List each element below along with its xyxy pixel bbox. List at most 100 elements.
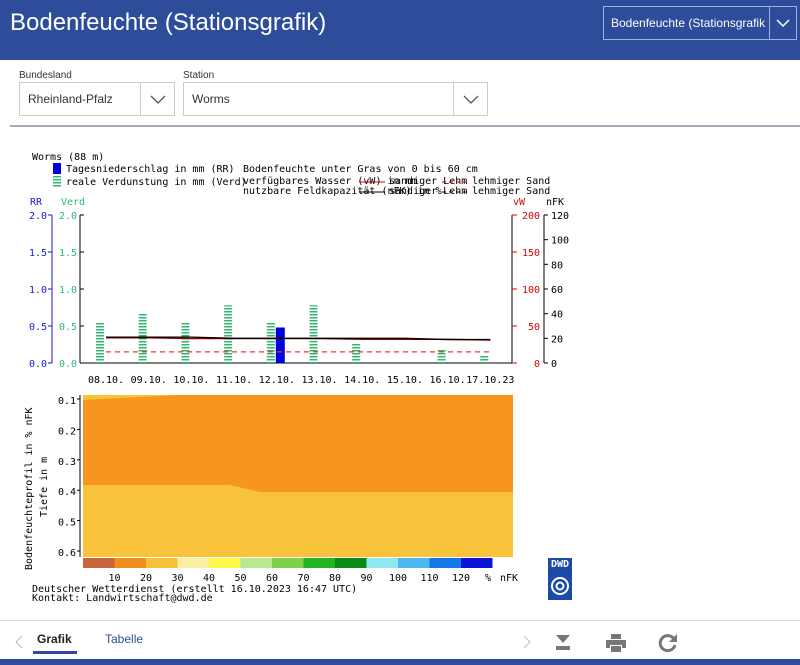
legend-text: verfügbares Wasser (vW) in mm <box>243 176 418 187</box>
chevron <box>150 95 166 104</box>
scroll-left[interactable] <box>14 635 24 649</box>
scale-label: 50 <box>234 573 246 584</box>
verd-bar <box>480 355 489 363</box>
x-tick-label: 08.10. <box>88 375 124 386</box>
vw-tick-label: 200 <box>522 211 540 222</box>
legend-text: lehmiger Sand <box>472 176 550 187</box>
tab[interactable]: Grafik <box>37 632 72 646</box>
verd-bar <box>224 305 233 363</box>
nfk-tick-label: 100 <box>551 236 569 247</box>
scale-swatch <box>429 558 461 568</box>
axis-title: Tiefe in m <box>39 457 50 517</box>
filter-value: Worms <box>192 92 230 106</box>
axis-title: RR <box>30 197 43 208</box>
tab-bar: Grafik Tabelle <box>0 620 800 665</box>
scale-swatch <box>83 558 115 568</box>
filter-label: Bundesland <box>19 70 72 81</box>
verd-bar <box>309 305 318 363</box>
scale-label: nFK <box>500 573 518 584</box>
nfk-tick-label: 0 <box>551 359 557 370</box>
profile-area <box>83 395 513 492</box>
scale-label: 10 <box>108 573 120 584</box>
y-tick-label: 0.0 <box>29 359 47 370</box>
nfk-tick-label: 40 <box>551 310 563 321</box>
refresh-icon[interactable] <box>658 633 678 653</box>
vw-tick-label: 50 <box>528 322 540 333</box>
tab[interactable]: Tabelle <box>105 632 144 646</box>
y-tick-label: 0.5 <box>29 322 47 333</box>
depth-tick-label: 0.2 <box>58 426 76 437</box>
scale-swatch <box>177 558 209 568</box>
scale-label: 60 <box>266 573 278 584</box>
scale-label: 40 <box>203 573 215 584</box>
x-tick-label: 17.10.23 <box>466 375 514 386</box>
filter-select[interactable]: Worms <box>183 82 488 116</box>
filter-value: Rheinland-Pfalz <box>28 92 113 106</box>
scale-swatch <box>209 558 241 568</box>
depth-tick-label: 0.6 <box>58 548 76 559</box>
x-tick-label: 09.10. <box>131 375 167 386</box>
scale-swatch <box>114 558 146 568</box>
depth-tick-label: 0.3 <box>58 457 76 468</box>
page-title: Bodenfeuchte (Stationsgrafik) <box>10 9 327 36</box>
y-tick-label: 0.0 <box>59 359 77 370</box>
filter-label: Station <box>183 70 215 81</box>
depth-tick-label: 0.5 <box>58 518 76 529</box>
verd-bar <box>352 343 361 363</box>
legend-text: sandiger Lehm <box>389 176 467 187</box>
vw-tick-label: 100 <box>522 285 540 296</box>
logo-mark <box>555 581 565 591</box>
scale-swatch <box>461 558 493 568</box>
scale-swatch <box>366 558 398 568</box>
vw-tick-label: 0 <box>534 359 540 370</box>
page-menu[interactable]: Bodenfeuchte (Stationsgrafik <box>603 6 797 40</box>
logo-mark <box>551 577 569 595</box>
x-tick-label: 16.10. <box>430 375 466 386</box>
filter-select[interactable]: Rheinland-Pfalz <box>19 82 175 116</box>
nfk-tick-label: 60 <box>551 285 563 296</box>
station-title: Worms (88 m) <box>32 152 104 163</box>
x-tick-label: 11.10. <box>216 375 252 386</box>
verd-bar <box>266 322 275 363</box>
credit: Deutscher Wetterdienst (erstellt 16.10.2… <box>32 584 357 595</box>
y-tick-label: 2.0 <box>29 211 47 222</box>
logo: DWD <box>551 559 569 570</box>
x-tick-label: 10.10. <box>173 375 209 386</box>
axis-title: Bodenfeuchteprofil in % nFK <box>24 407 35 570</box>
menu-text: Bodenfeuchte (Stationsgrafik <box>611 16 766 30</box>
x-tick-label: 15.10. <box>387 375 423 386</box>
legend-text: reale Verdunstung in mm (Verd) <box>66 177 247 188</box>
legend-text: nutzbare Feldkapazität (nFK) in % <box>243 186 442 197</box>
print-icon[interactable] <box>605 633 627 653</box>
x-tick-label: 14.10. <box>344 375 380 386</box>
scale-label: 120 <box>452 573 470 584</box>
soil-line <box>106 336 491 341</box>
x-tick-label: 13.10. <box>301 375 337 386</box>
scale-label: 30 <box>171 573 183 584</box>
verd-bar <box>181 322 190 363</box>
scale-label: 20 <box>140 573 152 584</box>
y-tick-label: 0.5 <box>59 322 77 333</box>
scroll-right[interactable] <box>522 635 532 649</box>
scale-label: 90 <box>360 573 372 584</box>
header: Bodenfeuchte (Stationsgrafik) Bodenfeuch… <box>0 0 800 60</box>
axis-title: vW <box>513 197 526 208</box>
tab-indicator <box>33 651 77 654</box>
scale-label: % <box>485 573 491 584</box>
credit: Kontakt: Landwirtschaft@dwd.de <box>32 593 213 604</box>
scale-label: 110 <box>420 573 438 584</box>
station-graphic: Worms (88 m)Tagesniederschlag in mm (RR)… <box>24 152 572 604</box>
depth-tick-label: 0.4 <box>58 487 76 498</box>
y-tick-label: 2.0 <box>59 211 77 222</box>
axis-title: nFK <box>546 197 564 208</box>
download-icon[interactable] <box>553 633 573 653</box>
scale-label: 70 <box>297 573 309 584</box>
scale-label: 100 <box>389 573 407 584</box>
legend-text: lehmiger Sand <box>472 186 550 197</box>
chevron <box>776 19 790 28</box>
legend-text: Bodenfeuchte unter Gras von 0 bis 60 cm <box>243 164 478 175</box>
nfk-tick-label: 80 <box>551 260 563 271</box>
scale-swatch <box>146 558 178 568</box>
depth-tick-label: 0.1 <box>58 396 76 407</box>
